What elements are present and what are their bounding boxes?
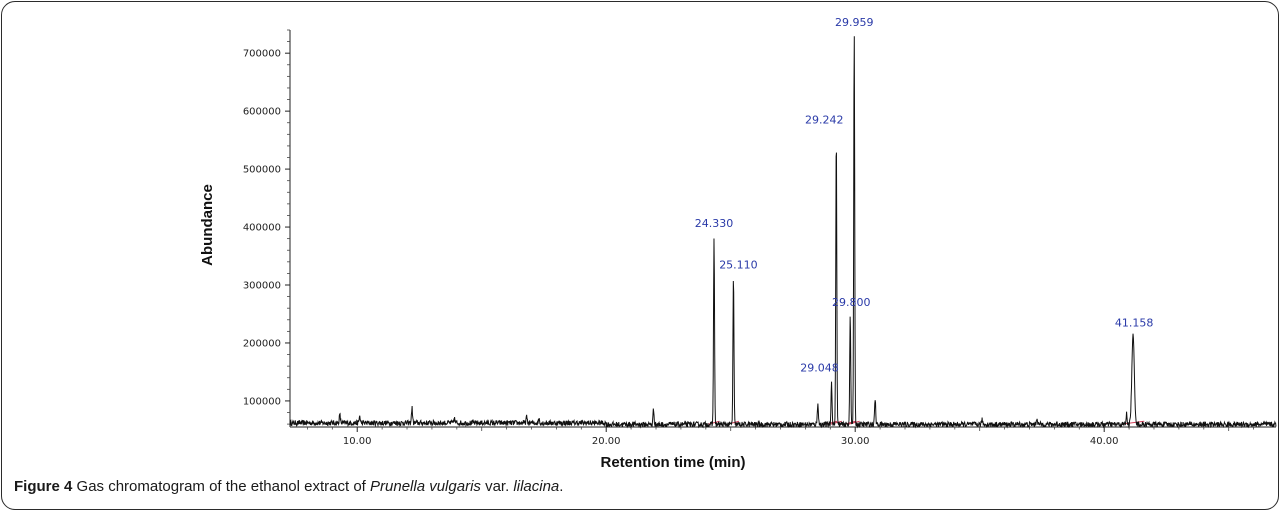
caption-species: Prunella vulgaris bbox=[370, 478, 481, 495]
peak-label: 25.110 bbox=[719, 259, 758, 272]
figure-label: Figure 4 bbox=[14, 478, 73, 495]
y-tick-label: 700000 bbox=[243, 49, 281, 60]
x-tick-label: 10.00 bbox=[343, 436, 372, 447]
y-tick-label: 400000 bbox=[243, 223, 281, 234]
peak-label: 29.959 bbox=[835, 16, 874, 29]
y-ticks: 100000 200000 300000 400000 500000 600000 7000… bbox=[243, 29, 290, 425]
y-axis-title: Abundance bbox=[199, 184, 216, 266]
caption-text-before: Gas chromatogram of the ethanol extract … bbox=[72, 478, 371, 495]
peak-labels: 24.330 25.110 29.048 29.242 29.800 29.959 41.1… bbox=[695, 16, 1154, 375]
peak-label: 29.800 bbox=[832, 296, 871, 309]
y-tick-label: 100000 bbox=[243, 396, 281, 407]
peak-label: 29.048 bbox=[800, 362, 839, 375]
x-ticks: 10.00 20.00 30.00 40.00 bbox=[307, 427, 1254, 447]
y-axis: 100000 200000 300000 400000 500000 600000 7000… bbox=[243, 29, 291, 427]
x-axis-title: Retention time (min) bbox=[601, 454, 746, 471]
x-axis: 10.00 20.00 30.00 40.00 bbox=[290, 426, 1276, 447]
peak-label: 41.158 bbox=[1115, 316, 1154, 329]
figure-caption: Figure 4 Gas chromatogram of the ethanol… bbox=[14, 478, 563, 495]
chromatogram-trace bbox=[289, 36, 1277, 429]
caption-text-middle: var. bbox=[480, 478, 514, 495]
x-tick-label: 40.00 bbox=[1090, 436, 1119, 447]
y-tick-label: 500000 bbox=[243, 165, 281, 176]
peak-label: 29.242 bbox=[805, 113, 844, 126]
y-tick-label: 300000 bbox=[243, 281, 281, 292]
x-tick-label: 30.00 bbox=[841, 436, 870, 447]
caption-text-after: . bbox=[559, 478, 564, 495]
y-tick-label: 200000 bbox=[243, 338, 281, 349]
x-tick-label: 20.00 bbox=[592, 436, 621, 447]
integration-baseline bbox=[848, 420, 860, 425]
caption-variety: lilacina bbox=[513, 478, 560, 495]
peak-label: 24.330 bbox=[695, 217, 734, 230]
y-tick-label: 600000 bbox=[243, 107, 281, 118]
